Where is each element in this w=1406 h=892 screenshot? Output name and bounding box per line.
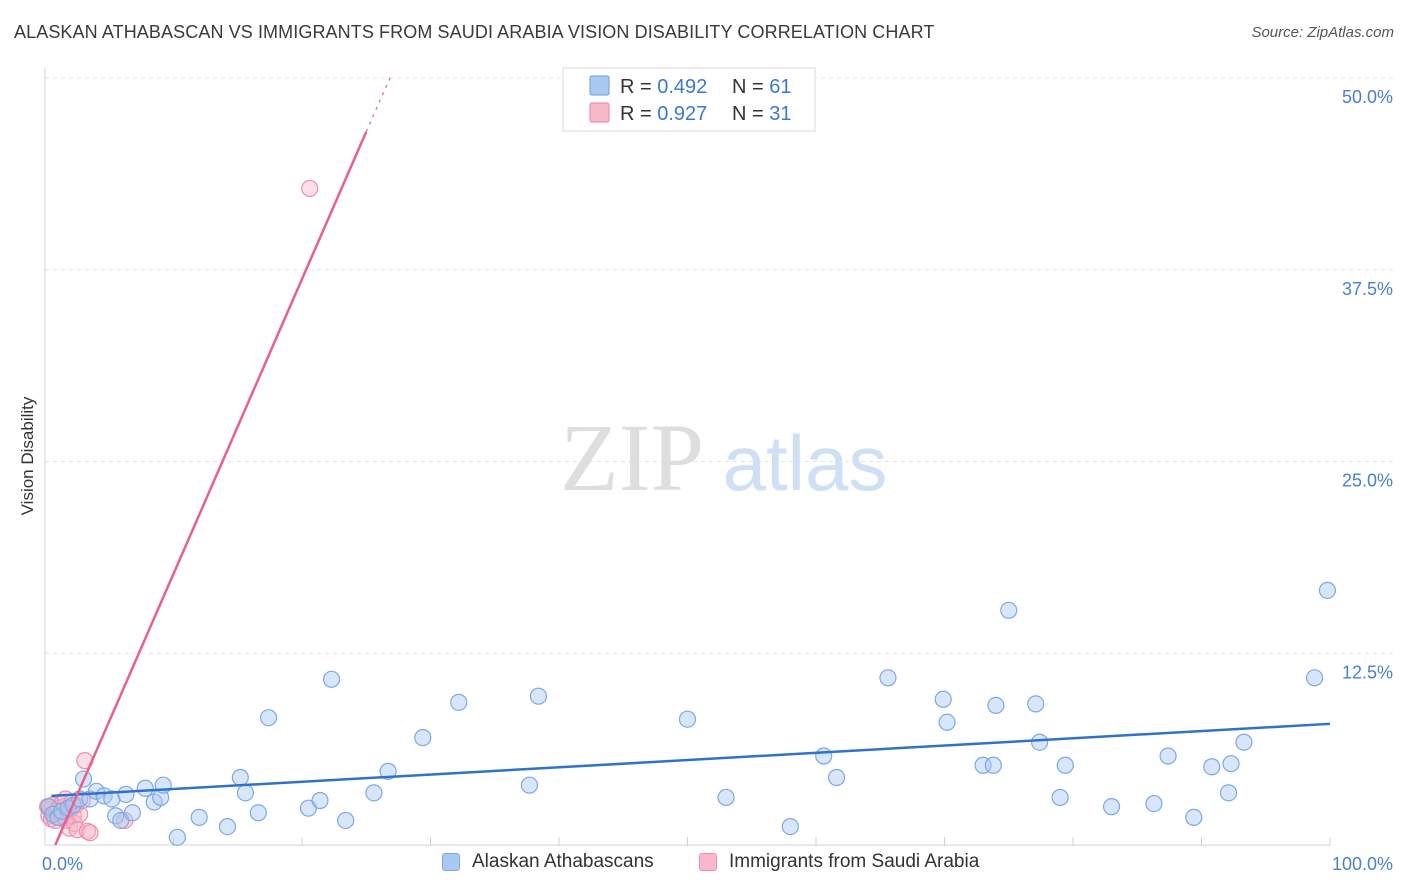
athabascan-point-34 [450, 693, 468, 711]
athabascan-point-28 [311, 791, 329, 810]
athabascan-point-57 [1203, 758, 1221, 776]
athabascan-point-35 [520, 776, 539, 794]
series-athabascan-points [40, 581, 1337, 846]
athabascan-point-29 [322, 670, 341, 688]
athabascan-trend-line [51, 722, 1331, 798]
y-axis-label: Vision Disability [18, 396, 37, 515]
svg-text:N = 31: N = 31 [732, 103, 792, 125]
athabascan-point-43 [934, 690, 952, 708]
athabascan-point-52 [1056, 756, 1074, 774]
y-tick-label-3: 50.0% [1342, 87, 1393, 107]
trend-lines [51, 73, 1331, 846]
chart-title: ALASKAN ATHABASCAN VS IMMIGRANTS FROM SA… [14, 22, 935, 42]
athabascan-point-54 [1145, 794, 1163, 813]
bottom-legend: Alaskan Athabascans Immigrants from Saud… [0, 851, 1406, 877]
athabascan-point-41 [827, 768, 846, 787]
y-tick-label-1: 25.0% [1342, 471, 1393, 491]
athabascan-point-36 [529, 687, 548, 705]
legend-r-value-2: 0.927 [657, 103, 707, 125]
legend-r-label-1: R = [620, 76, 657, 98]
x-tick-label-1: 100.0% [1332, 854, 1393, 874]
bottom-legend-swatch-pink [699, 853, 717, 871]
athabascan-point-32 [379, 762, 397, 780]
legend-r-value-1: 0.492 [657, 76, 707, 98]
athabascan-point-58 [1219, 784, 1238, 802]
athabascan-point-55 [1159, 747, 1177, 765]
saudi-trend-line [54, 131, 368, 846]
svg-text:N = 61: N = 61 [732, 76, 792, 98]
athabascan-point-53 [1102, 798, 1121, 816]
y-tick-label-0: 12.5% [1342, 662, 1393, 682]
athabascan-point-16 [136, 779, 154, 797]
axis-ticks: 12.5% 25.0% 37.5% 50.0% 0.0% 100.0% [42, 87, 1393, 874]
athabascan-point-22 [218, 817, 237, 836]
athabascan-point-25 [249, 804, 267, 822]
watermark: ZIP atlas [560, 404, 887, 511]
legend-n-value-1: 61 [769, 76, 791, 98]
athabascan-point-1 [44, 805, 62, 823]
y-tick-label-2: 37.5% [1342, 279, 1393, 299]
athabascan-point-12 [107, 807, 125, 825]
athabascan-point-26 [259, 709, 278, 727]
athabascan-point-31 [365, 784, 383, 802]
watermark-zip: ZIP [560, 404, 704, 511]
saudi-point-30 [301, 179, 319, 198]
athabascan-point-44 [938, 713, 956, 731]
athabascan-point-46 [984, 756, 1002, 774]
legend: R = 0.492 N = 61 R = 0.927 N = 31 [562, 67, 816, 132]
athabascan-point-48 [1000, 601, 1018, 619]
athabascan-point-42 [879, 669, 897, 687]
series-saudi-arabia-points [38, 179, 319, 842]
bottom-legend-swatch-blue [442, 853, 460, 871]
athabascan-point-59 [1222, 755, 1240, 773]
athabascan-point-23 [231, 768, 249, 787]
saudi-trend-line-extension [365, 73, 393, 132]
athabascan-point-24 [236, 784, 255, 802]
legend-swatch-pink [589, 102, 610, 123]
athabascan-point-60 [1235, 733, 1253, 751]
athabascan-point-37 [678, 710, 697, 728]
legend-n-label-1: N = [732, 76, 769, 98]
athabascan-point-50 [1030, 733, 1049, 751]
svg-text:R = 0.492: R = 0.492 [620, 76, 707, 98]
bottom-legend-label-saudi: Immigrants from Saudi Arabia [729, 851, 980, 872]
athabascan-point-21 [190, 808, 208, 826]
legend-n-label-2: N = [732, 103, 769, 125]
legend-r-label-2: R = [620, 103, 657, 125]
athabascan-point-62 [1318, 581, 1337, 599]
athabascan-point-56 [1185, 808, 1203, 826]
athabascan-point-49 [1027, 695, 1045, 713]
athabascan-point-38 [717, 788, 735, 807]
watermark-atlas: atlas [723, 419, 888, 507]
athabascan-point-61 [1305, 669, 1324, 687]
athabascan-point-14 [117, 785, 135, 803]
svg-text:R = 0.927: R = 0.927 [620, 103, 707, 125]
athabascan-point-15 [123, 804, 141, 822]
legend-n-value-2: 31 [769, 103, 791, 125]
athabascan-point-20 [168, 828, 186, 846]
x-tick-label-0: 0.0% [42, 854, 83, 874]
athabascan-point-51 [1051, 788, 1069, 807]
grid-layer [44, 68, 1395, 846]
legend-swatch-blue [589, 75, 610, 96]
athabascan-point-39 [781, 817, 799, 836]
bottom-legend-item-athabascans: Alaskan Athabascans [442, 851, 654, 873]
bottom-legend-item-saudi: Immigrants from Saudi Arabia [699, 851, 979, 873]
athabascan-point-40 [815, 747, 833, 765]
athabascan-point-47 [987, 696, 1005, 715]
source-label: Source: ZipAtlas.com [1251, 24, 1394, 41]
saudi-point-28 [81, 824, 99, 842]
athabascan-point-33 [414, 729, 432, 747]
bottom-legend-label-athabascans: Alaskan Athabascans [472, 851, 654, 872]
athabascan-point-30 [337, 811, 355, 830]
